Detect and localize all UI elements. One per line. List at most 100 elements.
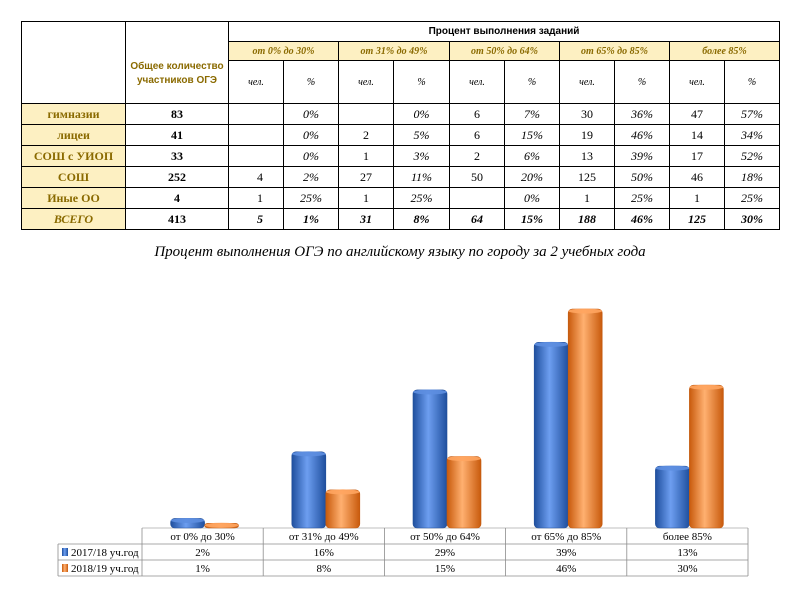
count-cell: 188 xyxy=(559,208,615,230)
count-cell: 31 xyxy=(338,208,394,230)
pct-cell: 11% xyxy=(393,166,450,188)
count-unit-header-2: чел. xyxy=(449,60,505,104)
row-label: Иные ОО xyxy=(21,187,126,209)
table-row: Иные ОО 4 1 25% 1 25% 0% 1 25% 1 25% xyxy=(21,187,781,209)
count-cell: 125 xyxy=(669,208,725,230)
row-label: лицеи xyxy=(21,124,126,146)
bar-chart: от 0% до 30% от 31% до 49% от 50% до 64% от… xyxy=(57,308,749,577)
table-row: ВСЕГО 413 5 1% 31 8% 64 15% 188 46% 125 30% xyxy=(21,208,781,230)
count-cell: 27 xyxy=(338,166,394,188)
data-label-1-1: 8% xyxy=(316,563,331,575)
percent-title-header: Процент выполнения заданий xyxy=(227,21,781,42)
range-header-1: от 31% до 49% xyxy=(338,41,450,61)
bar-cap-0-0 xyxy=(170,517,205,523)
bar-cap-1-2 xyxy=(447,456,481,462)
pct-cell: 25% xyxy=(723,187,781,209)
bar-cap-1-3 xyxy=(568,308,603,314)
range-header-0: от 0% до 30% xyxy=(228,41,339,61)
count-unit-header-4: чел. xyxy=(669,60,725,104)
unit-header-row: чел.% чел.% чел.% чел.% чел.% xyxy=(22,60,781,104)
bar-1-4 xyxy=(689,384,724,529)
count-cell: 46 xyxy=(669,166,725,188)
pct-cell: 18% xyxy=(723,166,781,188)
pct-unit-header-3: % xyxy=(614,60,670,104)
bar-cap-1-0 xyxy=(204,522,239,528)
row-total: 4 xyxy=(125,187,229,209)
category-label-2: от 50% до 64% xyxy=(410,531,480,543)
count-cell: 50 xyxy=(449,166,505,188)
pct-unit-header-0: % xyxy=(283,60,339,104)
count-cell: 14 xyxy=(669,124,725,146)
bar-0-3 xyxy=(533,342,569,529)
pct-cell: 0% xyxy=(393,103,450,125)
count-unit-header-0: чел. xyxy=(228,60,284,104)
pct-unit-header-4: % xyxy=(723,60,781,104)
pct-cell: 46% xyxy=(614,208,670,230)
chart-title: Процент выполнения ОГЭ по английскому яз… xyxy=(154,244,646,260)
count-unit-header-1: чел. xyxy=(338,60,394,104)
pct-cell: 15% xyxy=(504,124,560,146)
count-cell xyxy=(449,187,505,209)
results-table: Общее количество участников ОГЭ Процент … xyxy=(21,21,781,230)
chart-data-table: от 0% до 30% от 31% до 49% от 50% до 64% от… xyxy=(57,528,749,577)
count-cell: 5 xyxy=(228,208,284,230)
corner-cell xyxy=(21,21,126,104)
range-header-2: от 50% до 64% xyxy=(449,41,560,61)
data-label-1-4: 30% xyxy=(677,563,697,575)
pct-unit-header-1: % xyxy=(393,60,450,104)
table-row: лицеи 41 0% 2 5% 6 15% 19 46% 14 34% xyxy=(21,124,781,146)
bar-0-4 xyxy=(655,465,690,529)
legend-label-0: 2017/18 уч.год xyxy=(71,547,139,559)
bar-cap-0-3 xyxy=(534,341,569,347)
legend-swatch-0 xyxy=(62,548,68,556)
count-cell: 30 xyxy=(559,103,615,125)
count-cell: 2 xyxy=(338,124,394,146)
table-row: СОШ 252 4 2% 27 11% 50 20% 125 50% 46 18% xyxy=(21,166,781,188)
bar-cap-0-1 xyxy=(291,451,326,457)
data-label-0-2: 29% xyxy=(435,547,455,559)
bar-1-3 xyxy=(567,308,603,529)
category-label-4: более 85% xyxy=(663,531,712,543)
range-header-3: от 65% до 85% xyxy=(559,41,670,61)
category-label-0: от 0% до 30% xyxy=(170,531,234,543)
pct-cell: 39% xyxy=(614,145,670,167)
count-cell: 17 xyxy=(669,145,725,167)
row-label: СОШ xyxy=(21,166,126,188)
pct-cell: 25% xyxy=(393,187,450,209)
count-cell: 47 xyxy=(669,103,725,125)
pct-cell: 46% xyxy=(614,124,670,146)
data-label-1-3: 46% xyxy=(556,563,576,575)
legend-swatch-1 xyxy=(62,564,68,572)
pct-cell: 25% xyxy=(283,187,339,209)
pct-cell: 0% xyxy=(283,124,339,146)
pct-cell: 25% xyxy=(614,187,670,209)
table-row: СОШ с УИОП 33 0% 1 3% 2 6% 13 39% 17 52% xyxy=(21,145,781,167)
category-label-3: от 65% до 85% xyxy=(531,531,601,543)
count-cell: 1 xyxy=(338,145,394,167)
data-label-1-0: 1% xyxy=(195,563,210,575)
count-cell xyxy=(228,145,284,167)
pct-cell: 52% xyxy=(723,145,781,167)
pct-cell: 8% xyxy=(393,208,450,230)
count-cell: 1 xyxy=(669,187,725,209)
bar-cap-0-2 xyxy=(413,389,447,395)
count-cell: 6 xyxy=(449,103,505,125)
bar-0-2 xyxy=(412,389,448,529)
pct-cell: 15% xyxy=(504,208,560,230)
data-label-0-1: 16% xyxy=(314,547,334,559)
row-total: 83 xyxy=(125,103,229,125)
pct-cell: 0% xyxy=(283,145,339,167)
count-cell: 1 xyxy=(338,187,394,209)
count-cell: 125 xyxy=(559,166,615,188)
data-label-0-3: 39% xyxy=(556,547,576,559)
data-label-1-2: 15% xyxy=(435,563,455,575)
count-cell: 2 xyxy=(449,145,505,167)
pct-cell: 7% xyxy=(504,103,560,125)
data-label-0-0: 2% xyxy=(195,547,210,559)
pct-cell: 57% xyxy=(723,103,781,125)
pct-cell: 6% xyxy=(504,145,560,167)
total-participants-header: Общее количество участников ОГЭ xyxy=(125,21,229,104)
row-total: 33 xyxy=(125,145,229,167)
pct-cell: 0% xyxy=(504,187,560,209)
count-cell: 1 xyxy=(228,187,284,209)
